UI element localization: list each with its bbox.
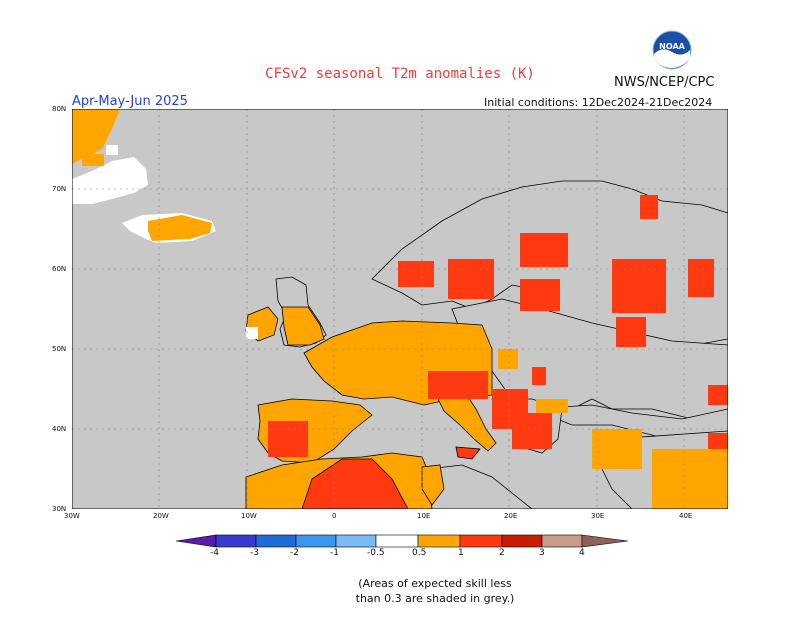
patch-iberia	[268, 421, 308, 457]
colorbar-bin-6	[417, 534, 461, 548]
colorbar-bin-neutral	[375, 534, 419, 548]
colorbar-label-neg05: -0.5	[367, 548, 385, 558]
colorbar-bin-3	[295, 534, 337, 548]
lon-label-20w: 20W	[153, 512, 169, 520]
colorbar-bin-1	[215, 534, 257, 548]
colorbar-bin-8	[501, 534, 543, 548]
lat-label-60n: 60N	[52, 265, 67, 273]
patch-bulgaria	[536, 399, 568, 413]
lat-label-70n: 70N	[52, 185, 67, 193]
patch-baltic	[520, 279, 560, 311]
patch-russia-north	[688, 259, 714, 297]
forecast-period: Apr-May-Jun 2025	[72, 94, 188, 109]
colorbar-label-neg3: -3	[250, 548, 259, 558]
iceland	[122, 213, 216, 243]
colorbar-bin-9	[541, 534, 583, 548]
colorbar-label-3: 3	[539, 548, 545, 558]
colorbar-label-neg4: -4	[210, 548, 219, 558]
lon-label-10e: 10E	[417, 512, 431, 520]
patch-austria	[498, 349, 518, 369]
patch-ukraine	[616, 317, 646, 347]
graticule	[72, 109, 728, 509]
svg-text:NOAA: NOAA	[659, 42, 685, 51]
patch-east	[708, 433, 728, 453]
colorbar-label-neg1: -1	[330, 548, 339, 558]
colorbar-label-1: 1	[458, 548, 464, 558]
colorbar	[176, 534, 628, 548]
chart-title: CFSv2 seasonal T2m anomalies (K)	[265, 66, 535, 82]
patch-finland	[520, 233, 568, 267]
patch-hungary	[532, 367, 546, 385]
greenland	[72, 109, 148, 204]
skill-note: (Areas of expected skill less than 0.3 a…	[0, 576, 800, 606]
lat-label-50n: 50N	[52, 345, 67, 353]
skill-note-line2: than 0.3 are shaded in grey.)	[355, 592, 515, 605]
noaa-logo: NOAA	[652, 30, 692, 70]
initial-conditions: Initial conditions: 12Dec2024-21Dec2024	[484, 96, 713, 109]
noaa-logo-icon: NOAA	[652, 30, 692, 70]
lon-label-30e: 30E	[591, 512, 605, 520]
patch-kola	[640, 195, 658, 219]
patch-sweden	[448, 259, 494, 299]
patch-turkey	[592, 429, 642, 469]
skill-note-line1: (Areas of expected skill less	[358, 577, 512, 590]
colorbar-bin-4	[335, 534, 377, 548]
lon-label-20e: 20E	[504, 512, 518, 520]
lat-label-80n: 80N	[52, 105, 67, 113]
colorbar-label-2: 2	[499, 548, 505, 558]
north-africa	[245, 452, 533, 509]
patch-norway	[398, 261, 434, 287]
red-anomaly-patches	[268, 195, 728, 457]
colorbar-low-arrow	[176, 534, 217, 548]
colorbar-high-arrow	[581, 534, 628, 548]
colorbar-bin-2	[255, 534, 297, 548]
lat-label-40n: 40N	[52, 425, 67, 433]
lon-label-10w: 10W	[241, 512, 257, 520]
lon-label-40e: 40E	[679, 512, 693, 520]
colorbar-label-4: 4	[579, 548, 585, 558]
colorbar-bin-7	[459, 534, 503, 548]
anomaly-map	[72, 109, 728, 509]
colorbar-label-05: 0.5	[412, 548, 427, 558]
org-label: NWS/NCEP/CPC	[614, 75, 715, 90]
patch-middle-east	[652, 449, 728, 509]
patch-caucasus	[708, 385, 728, 405]
patch-greece	[512, 413, 552, 449]
lon-label-30w: 30W	[64, 512, 80, 520]
italy	[435, 390, 497, 460]
british-isles	[245, 276, 327, 348]
lat-label-30n: 30N	[52, 505, 67, 513]
patch-russia-west	[612, 259, 666, 313]
orange-anomaly-patches	[498, 349, 728, 509]
colorbar-label-neg2: -2	[290, 548, 299, 558]
lon-label-0: 0	[332, 512, 337, 520]
patch-alps	[428, 371, 488, 399]
